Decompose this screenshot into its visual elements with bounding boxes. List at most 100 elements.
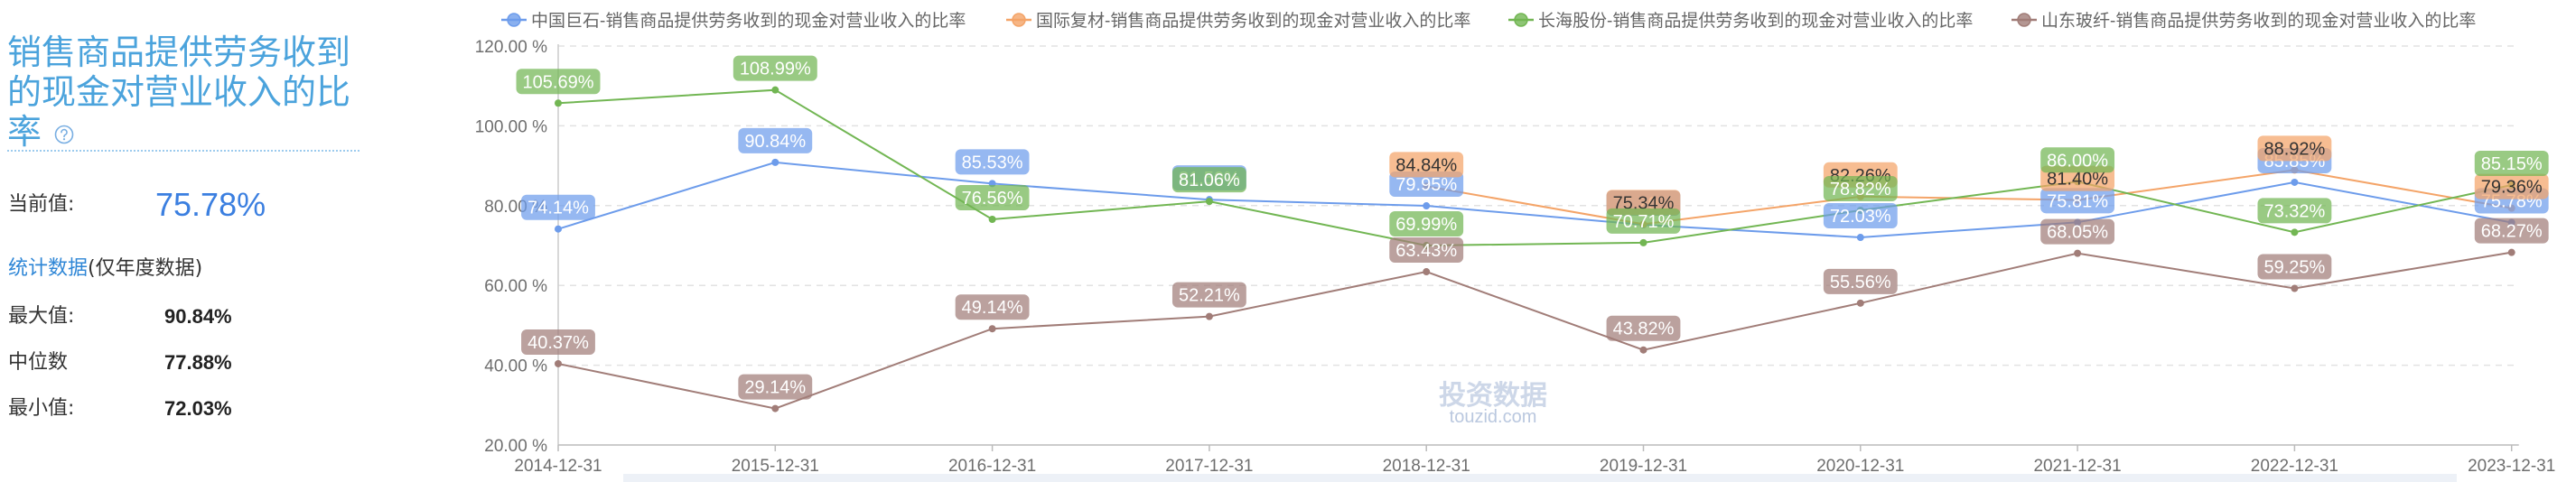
y-tick-label: 40.00 % [484,357,547,376]
data-label-box [1606,315,1681,341]
data-label-box [2474,151,2549,177]
data-label-text: 29.14% [744,378,806,398]
watermark: 投资数据 touzid.com [1439,380,1547,427]
data-label-box [1823,203,1898,229]
data-label-text: 69.99% [1395,215,1457,235]
data-point[interactable] [771,158,779,166]
data-label: 49.14% [955,294,1030,320]
data-point[interactable] [2291,284,2299,292]
legend-item-2[interactable]: 国际复材-销售商品提供劳务收到的现金对营业收入的比率 [1006,11,1470,31]
legend-circle-icon [2017,13,2031,27]
legend-circle-icon [507,13,521,27]
data-point[interactable] [2507,248,2515,256]
data-label-box [955,185,1030,211]
data-label-text: 108.99% [740,60,811,79]
data-label-box [2040,147,2115,173]
data-label-box [2257,198,2332,224]
stat-median-label: 中位数 [8,351,69,374]
legend: 中国巨石-销售商品提供劳务收到的现金对营业收入的比率 国际复材-销售商品提供劳务收… [501,11,2476,31]
data-point[interactable] [1639,346,1647,354]
data-point[interactable] [555,359,562,367]
legend-item-1[interactable]: 中国巨石-销售商品提供劳务收到的现金对营业收入的比率 [501,11,966,31]
data-label-text: 59.25% [2263,258,2325,278]
data-label-text: 85.15% [2481,154,2543,174]
data-point[interactable] [1856,234,1864,242]
x-tick-label: 2022-12-31 [2251,457,2338,476]
legend-item-4[interactable]: 山东玻纤-销售商品提供劳务收到的现金对营业收入的比率 [2011,11,2476,31]
legend-label: 国际复材-销售商品提供劳务收到的现金对营业收入的比率 [1036,11,1470,31]
stat-median-value: 77.88% [164,351,232,374]
x-tick-label: 2023-12-31 [2468,457,2555,476]
stat-min-value: 72.03% [164,397,232,420]
data-label-text: 49.14% [962,298,1023,318]
data-point[interactable] [555,225,562,233]
data-label: 55.56% [1823,268,1898,294]
data-label-text: 72.03% [1830,207,1891,227]
stat-min-label: 最小值: [8,397,75,420]
data-point[interactable] [2074,249,2082,257]
data-label-box [1389,237,1464,264]
data-label-box [1389,152,1464,178]
indicator-title-text: 销售商品提供劳务收到的现金对营业收入的比率 [7,32,351,152]
data-label-text: 105.69% [523,72,594,92]
data-label: 90.84% [738,127,813,153]
data-label-text: 79.95% [1395,175,1457,195]
indicator-panel: 销售商品提供劳务收到的现金对营业收入的比率 当前值: 75.78% 统计数据(仅… [0,0,370,482]
data-point[interactable] [771,86,779,94]
data-label-box [738,127,813,153]
data-label-text: 90.84% [744,132,806,152]
legend-label: 长海股份-销售商品提供劳务收到的现金对营业收入的比率 [1538,11,1973,31]
data-point[interactable] [988,216,996,224]
legend-circle-icon [1012,13,1026,27]
current-value-label: 当前值: [8,193,75,216]
axes: 20.00 %40.00 %60.00 %80.00 %100.00 %120.… [475,38,2556,476]
data-point[interactable] [555,99,562,107]
data-label: 29.14% [738,374,813,400]
data-label: 88.92% [2257,135,2332,162]
data-point[interactable] [1639,238,1647,246]
data-label-text: 81.06% [1179,171,1240,190]
legend-item-3[interactable]: 长海股份-销售商品提供劳务收到的现金对营业收入的比率 [1508,11,1973,31]
data-label: 79.36% [2474,173,2549,199]
data-label: 63.43% [1389,237,1464,264]
data-label-text: 88.92% [2263,139,2325,159]
data-label-box [955,149,1030,175]
data-point[interactable] [988,325,996,333]
data-label-text: 75.81% [2047,191,2108,211]
current-value: 75.78% [155,186,266,223]
data-label: 72.03% [1823,203,1898,229]
data-label-box [1171,167,1246,193]
data-point[interactable] [771,404,779,412]
data-point[interactable] [1423,268,1431,276]
stats-heading: 统计数据(仅年度数据) [8,255,202,283]
indicator-title: 销售商品提供劳务收到的现金对营业收入的比率 [7,32,364,152]
data-label-box [955,294,1030,320]
x-tick-label: 2019-12-31 [1600,457,1687,476]
data-label-text: 55.56% [1830,273,1891,292]
question-circle-icon[interactable] [54,125,74,144]
data-label: 68.05% [2040,218,2115,245]
data-label-text: 81.40% [2047,170,2108,190]
data-label-text: 40.37% [527,333,589,353]
data-labels: 74.14%90.84%85.53%81.50%79.95%75.20%72.0… [516,55,2549,400]
y-tick-label: 20.00 % [484,437,547,456]
series-line-2 [1426,169,2512,226]
data-point[interactable] [1423,202,1431,210]
x-tick-label: 2018-12-31 [1383,457,1470,476]
data-zoom-slider[interactable] [623,474,2457,482]
data-point[interactable] [1856,299,1864,307]
data-label-text: 84.84% [1395,155,1457,175]
stats-data-link[interactable]: 统计数据 [8,257,89,280]
y-tick-label: 60.00 % [484,277,547,296]
data-point[interactable] [1205,312,1213,320]
stat-max-label: 最大值: [8,305,75,328]
data-point[interactable] [2291,228,2299,236]
data-point[interactable] [1205,198,1213,206]
data-label: 105.69% [516,69,601,95]
x-tick-label: 2021-12-31 [2033,457,2121,476]
data-label-text: 76.56% [962,189,1023,209]
data-point[interactable] [2291,178,2299,186]
data-label-box [2040,218,2115,245]
data-label: 40.37% [521,329,595,355]
legend-circle-icon [1514,13,1528,27]
